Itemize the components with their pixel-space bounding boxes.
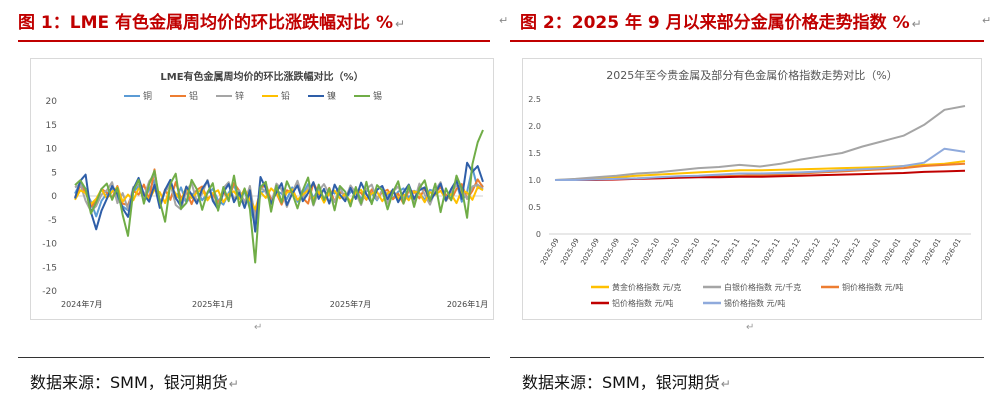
x-tick-label: 2026-01 xyxy=(941,237,963,266)
x-tick-label: 2025-12 xyxy=(800,237,822,266)
paragraph-mark: ↵ xyxy=(254,322,263,333)
y-tick-label: 0 xyxy=(536,230,541,239)
return-mark: ↵ xyxy=(911,17,922,31)
left-chart-title: LME有色金属周均价的环比涨跌幅对比（%） xyxy=(160,70,363,83)
legend-label: 铅 xyxy=(281,90,290,102)
x-tick-label: 2025-09 xyxy=(579,237,601,266)
y-tick-label: 0.5 xyxy=(528,203,541,212)
right-source: 数据来源：SMM，银河期货↵ xyxy=(522,369,731,393)
y-tick-label: -5 xyxy=(48,216,57,226)
x-tick-label: 2025-10 xyxy=(640,237,662,266)
return-mark: ↵ xyxy=(394,17,406,31)
series-line-白银价格指数 元/千克 xyxy=(554,105,966,181)
column-mark: ↵ xyxy=(499,14,509,27)
legend-label: 锡价格指数 元/吨 xyxy=(724,298,785,308)
y-tick-label: 15 xyxy=(46,121,57,131)
y-tick-label: 2.5 xyxy=(528,95,541,104)
x-tick-label: 2025-09 xyxy=(599,237,621,266)
y-tick-label: -15 xyxy=(42,263,57,273)
left-source: 数据来源：SMM，银河期货↵ xyxy=(30,369,239,393)
x-tick-label: 2025-11 xyxy=(700,237,722,266)
x-tick-label: 2025-10 xyxy=(620,237,642,266)
x-tick-label: 2025-10 xyxy=(660,237,682,266)
y-tick-label: 0 xyxy=(51,192,57,202)
series-line-锡 xyxy=(74,129,484,264)
return-mark: ↵ xyxy=(720,377,731,391)
y-tick-label: 1.5 xyxy=(528,149,541,158)
x-tick-label: 2026年1月 xyxy=(447,299,488,309)
x-tick-label: 2025年7月 xyxy=(330,299,371,309)
y-tick-label: -20 xyxy=(42,287,57,297)
x-tick-label: 2025-11 xyxy=(720,237,742,266)
x-tick-label: 2026-01 xyxy=(861,237,883,266)
legend-label: 铜 xyxy=(143,90,152,102)
left-chart: LME有色金属周均价的环比涨跌幅对比（%） 铜 铝 锌 铅 镍 锡 20 15 10 5 0 -5 -1… xyxy=(30,58,494,320)
x-tick-label: 2025-12 xyxy=(821,237,843,266)
series-line-锡价格指数 元/吨 xyxy=(555,147,966,181)
legend-label: 铝 xyxy=(189,90,198,102)
x-tick-label: 2025-09 xyxy=(539,237,561,266)
left-source-rule xyxy=(18,357,490,358)
x-tick-label: 2025-12 xyxy=(780,237,802,266)
legend-label: 锌 xyxy=(235,90,244,102)
left-panel-title: 图 1：LME 有色金属周均价的环比涨跌幅对比 % ↵ xyxy=(18,8,405,33)
x-tick-label: 2025年1月 xyxy=(192,299,233,309)
right-panel-title: 图 2：2025 年 9 月以来部分金属价格走势指数 % ↵ xyxy=(520,8,922,33)
x-tick-label: 2026-01 xyxy=(881,237,903,266)
right-chart: 2025年至今贵金属及部分有色金属价格指数走势对比（%） 2.5 2.0 1.5 1.… xyxy=(522,58,982,320)
x-tick-label: 2025-11 xyxy=(740,237,762,266)
legend-label: 锡 xyxy=(373,91,382,102)
legend-label: 铜价格指数 元/吨 xyxy=(842,282,903,292)
left-title-text: 图 1：LME 有色金属周均价的环比涨跌幅对比 % xyxy=(18,13,393,33)
y-tick-label: 2.0 xyxy=(528,122,541,131)
x-tick-label: 2026-01 xyxy=(921,237,943,266)
right-chart-svg: 2025年至今贵金属及部分有色金属价格指数走势对比（%） 2.5 2.0 1.5 1.… xyxy=(528,68,971,308)
return-mark: ↵ xyxy=(228,377,239,391)
x-tick-label: 2025-11 xyxy=(760,237,782,266)
x-tick-label: 2024年7月 xyxy=(61,299,102,309)
x-tick-label: 2025-12 xyxy=(841,237,863,266)
right-title-text: 图 2：2025 年 9 月以来部分金属价格走势指数 % xyxy=(520,13,910,33)
right-title-underline xyxy=(510,40,984,42)
right-source-text: 数据来源：SMM，银河期货 xyxy=(522,373,720,392)
legend-label: 黄金价格指数 元/克 xyxy=(612,282,681,292)
y-tick-label: -10 xyxy=(42,240,57,250)
y-tick-label: 5 xyxy=(51,168,57,178)
legend-label: 白银价格指数 元/千克 xyxy=(724,282,801,292)
column-mark: ↵ xyxy=(982,14,992,27)
legend-label: 镍 xyxy=(327,90,336,102)
legend-label: 铝价格指数 元/吨 xyxy=(612,298,673,308)
left-title-underline xyxy=(18,40,490,42)
series-line-镍 xyxy=(74,161,484,233)
left-chart-svg: LME有色金属周均价的环比涨跌幅对比（%） 铜 铝 锌 铅 镍 锡 20 15 10 5 0 -5 -1… xyxy=(42,70,488,309)
y-tick-label: 1.0 xyxy=(528,176,541,185)
x-tick-label: 2026-01 xyxy=(901,237,923,266)
x-tick-label: 2025-09 xyxy=(559,237,581,266)
right-chart-title: 2025年至今贵金属及部分有色金属价格指数走势对比（%） xyxy=(606,68,897,82)
left-source-text: 数据来源：SMM，银河期货 xyxy=(30,373,228,392)
y-tick-label: 20 xyxy=(46,97,58,107)
paragraph-mark: ↵ xyxy=(746,322,755,333)
y-tick-label: 10 xyxy=(46,145,58,155)
x-tick-label: 2025-10 xyxy=(680,237,702,266)
right-source-rule xyxy=(510,357,984,358)
